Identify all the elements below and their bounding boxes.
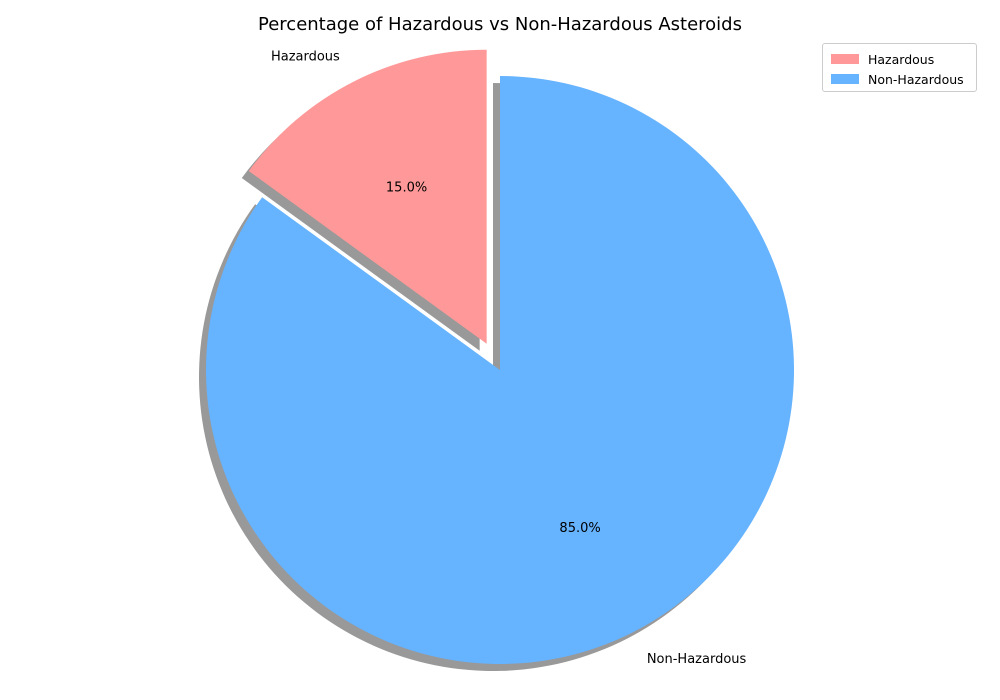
percent-label-hazardous: 15.0% — [386, 181, 427, 196]
legend-label-hazardous: Hazardous — [868, 51, 935, 67]
legend: Hazardous Non-Hazardous — [822, 43, 977, 92]
slice-labels: 15.0% Hazardous 85.0% Non-Hazardous — [271, 50, 747, 667]
category-label-hazardous: Hazardous — [271, 50, 340, 65]
legend-label-non-hazardous: Non-Hazardous — [868, 71, 964, 87]
category-label-non-hazardous: Non-Hazardous — [647, 652, 747, 667]
legend-item-hazardous: Hazardous — [831, 51, 934, 67]
chart-title: Percentage of Hazardous vs Non-Hazardous… — [258, 14, 742, 35]
slice-hazardous — [248, 49, 487, 344]
legend-item-non-hazardous: Non-Hazardous — [831, 71, 964, 87]
legend-swatch-non-hazardous — [831, 74, 859, 84]
percent-label-non-hazardous: 85.0% — [559, 521, 600, 536]
pie-slices — [206, 49, 795, 664]
slice-non-hazardous — [206, 76, 795, 664]
legend-swatch-hazardous — [831, 54, 859, 64]
